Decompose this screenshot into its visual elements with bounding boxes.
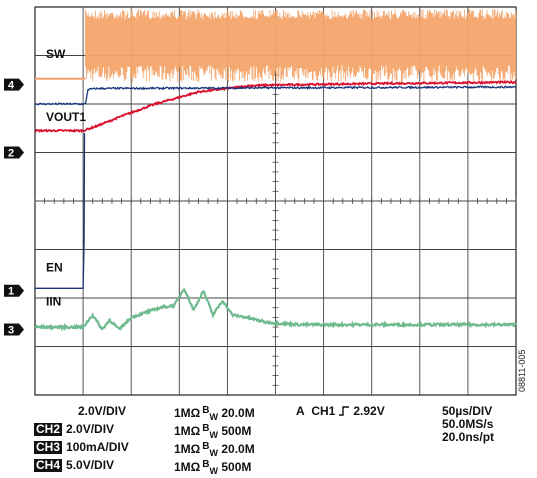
channel-markers: 4 2 1 3 bbox=[4, 78, 24, 337]
scope-settings: 2.0V/DIV 1MΩ BW 20.0M A CH1 2.92V 50µs/DIV… bbox=[0, 400, 537, 478]
trace-iin bbox=[34, 287, 517, 332]
trigger-settings: A CH1 2.92V bbox=[296, 404, 385, 418]
trace-sw bbox=[85, 9, 517, 83]
ch1-settings: 2.0V/DIV bbox=[78, 404, 126, 418]
channel-2-marker-label: 2 bbox=[8, 148, 14, 160]
channel-3-marker bbox=[4, 323, 24, 336]
traces bbox=[34, 9, 517, 332]
rising-edge-icon bbox=[339, 406, 350, 416]
figure-id: 08811-005 bbox=[517, 350, 527, 392]
ch4-settings: CH4 5.0V/DIV bbox=[34, 458, 115, 472]
ch4-tag: CH4 bbox=[34, 458, 63, 472]
channel-1-marker-label: 1 bbox=[8, 286, 14, 298]
ch2-settings: CH2 2.0V/DIV bbox=[34, 422, 115, 436]
ch1-coupling: 1MΩ BW 20.0M bbox=[174, 405, 255, 422]
channel-4-marker-label: 4 bbox=[8, 80, 15, 92]
time-per-div: 50µs/DIV bbox=[442, 404, 493, 418]
ch3-settings: CH3 100mA/DIV bbox=[34, 440, 129, 454]
channel-2-marker bbox=[4, 146, 24, 159]
channel-1-marker bbox=[4, 284, 24, 297]
trace-label-iin: IIN bbox=[46, 294, 61, 308]
ch1-volts: 2.0V/DIV bbox=[78, 404, 127, 418]
channel-3-marker-label: 3 bbox=[8, 325, 14, 337]
trace-en bbox=[35, 133, 86, 289]
trace-label-sw: SW bbox=[46, 47, 66, 61]
trace-labels: SW VOUT1 EN IIN bbox=[46, 47, 86, 308]
trace-label-en: EN bbox=[46, 260, 63, 274]
channel-4-marker bbox=[4, 78, 24, 91]
ch3-tag: CH3 bbox=[34, 440, 63, 454]
ch2-tag: CH2 bbox=[34, 422, 63, 436]
time-resolution: 20.0ns/pt bbox=[442, 430, 495, 444]
ch4-coupling: 1MΩ BW 500M bbox=[174, 459, 252, 476]
sample-rate: 50.0MS/s bbox=[442, 417, 494, 431]
ch3-coupling: 1MΩ BW 20.0M bbox=[174, 441, 255, 458]
trace-blue-aux bbox=[34, 85, 517, 106]
trace-label-vout1: VOUT1 bbox=[46, 110, 86, 124]
trace-vout1 bbox=[34, 79, 517, 134]
ch2-coupling: 1MΩ BW 500M bbox=[174, 423, 252, 440]
